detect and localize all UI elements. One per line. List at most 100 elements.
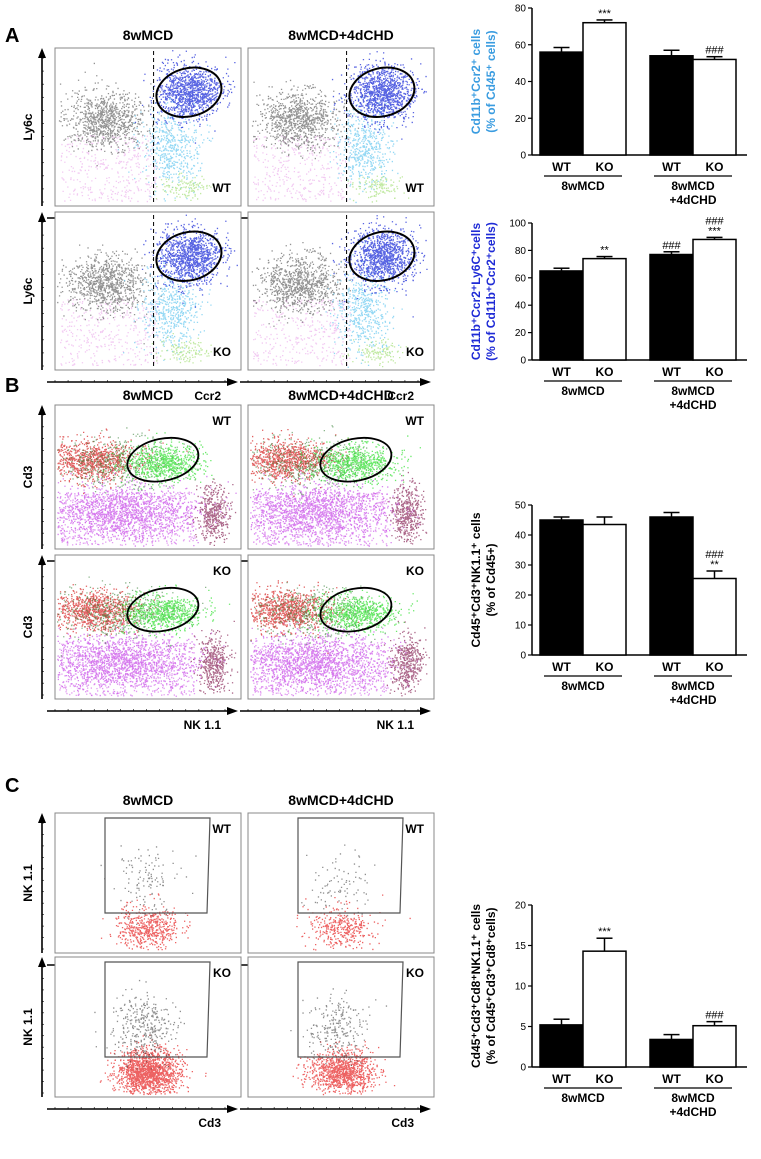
genotype-tick-label: KO (706, 1072, 724, 1086)
genotype-tick-label: WT (662, 365, 681, 379)
gate-ellipse (319, 586, 393, 633)
dot-cloud (383, 620, 430, 697)
bar-ko (692, 58, 737, 156)
bar-ko (582, 523, 627, 656)
bar-ko (692, 577, 737, 656)
y-axis-label-line2: (% of Cd45⁺ cells) (484, 30, 498, 132)
gate-polygon (104, 961, 211, 1058)
y-axis-label: Cd3 (21, 615, 35, 638)
condition-label: 8wMCD+4dCHD (288, 792, 393, 808)
bar-ko (692, 238, 737, 361)
gate-ellipse (126, 436, 200, 483)
y-axis-label-line2: (% of Cd45⁺Cd3⁺Cd8⁺cells) (484, 907, 498, 1064)
genotype-label: WT (405, 181, 424, 195)
group-label: 8wMCD (561, 679, 605, 693)
scatter-plot: WT (240, 47, 435, 222)
genotype-tick-label: KO (706, 660, 724, 674)
scatter-plot: KO NK 1.1 (240, 554, 435, 732)
y-axis-arrow (38, 48, 46, 58)
genotype-tick-label: KO (596, 1072, 614, 1086)
flow-panel-a: A 8wMCD 8wMCD+4dCHD Ly6c WT WT Ly6c KO Ccr2 KO Ccr… (5, 25, 435, 403)
dot-cloud (59, 491, 196, 546)
x-axis-arrow (227, 378, 238, 386)
genotype-label: KO (213, 345, 231, 359)
bar-ko (582, 21, 627, 156)
group-label: 8wMCD (561, 179, 605, 193)
dot-cloud (57, 244, 168, 345)
significance-label: ** (710, 559, 719, 571)
gate-ellipse (348, 230, 416, 282)
dot-cloud (290, 988, 388, 1067)
condition-label: 8wMCD (123, 387, 174, 403)
significance-label: ### (705, 45, 724, 57)
genotype-tick-label: WT (552, 160, 571, 174)
y-axis-label: Cd3 (21, 465, 35, 488)
y-axis-label: NK 1.1 (21, 1008, 35, 1046)
y-axis-arrow (38, 555, 46, 565)
y-axis-label: Ly6c (21, 113, 35, 140)
significance-label: *** (598, 926, 612, 938)
dot-cloud (134, 50, 236, 144)
y-axis-label-line1: Cd11b⁺Ccr2⁺ cells (469, 28, 483, 134)
y-axis-label-line2: (% of Cd11b⁺Ccr2⁺cells) (484, 222, 498, 361)
group-label: 8wMCD (671, 1091, 715, 1105)
y-tick-label: 30 (515, 561, 527, 572)
dot-cloud (288, 588, 418, 637)
bar-wt (539, 519, 584, 656)
y-tick-label: 0 (520, 1063, 526, 1074)
gate-polygon (297, 817, 404, 914)
panel-letter-a: A (5, 25, 19, 47)
y-tick-label: 60 (515, 273, 527, 284)
condition-label: 8wMCD+4dCHD (288, 27, 393, 43)
bar-chart-b1: 0 10 20 30 40 50 Cd45⁺Cd3⁺NK1.1⁺ cells(% of Cd… (469, 501, 747, 707)
genotype-tick-label: WT (662, 160, 681, 174)
dot-cloud (321, 242, 403, 368)
y-tick-label: 15 (515, 941, 527, 952)
group-label: 8wMCD (561, 384, 605, 398)
dot-cloud (292, 1041, 396, 1096)
y-axis-label: Cd45⁺Cd3⁺NK1.1⁺ cells(% of Cd45+) (469, 512, 498, 647)
gate-ellipse (126, 586, 200, 633)
y-tick-label: 10 (515, 982, 527, 993)
group-label: +4dCHD (669, 693, 716, 707)
genotype-tick-label: KO (596, 365, 614, 379)
y-tick-label: 20 (515, 114, 527, 125)
genotype-tick-label: KO (706, 160, 724, 174)
significance-label: *** (708, 225, 722, 237)
scatter-plot: KO Ccr2 (47, 211, 242, 403)
gate-polygon (104, 817, 211, 914)
dot-cloud (300, 435, 421, 489)
y-tick-label: 10 (515, 621, 527, 632)
x-axis-label: Ccr2 (387, 389, 414, 403)
y-axis-label-line1: Cd11b⁺Ccr2⁺Ly6C⁺cells (469, 223, 483, 361)
group-label: +4dCHD (669, 398, 716, 412)
dot-cloud (102, 432, 214, 492)
scatter-plot: KO Ccr2 (240, 211, 435, 403)
dot-cloud (100, 893, 191, 951)
genotype-label: KO (406, 564, 424, 578)
genotype-tick-label: WT (662, 1072, 681, 1086)
x-axis-label: Cd3 (198, 1116, 221, 1130)
y-axis-arrow (38, 212, 46, 222)
scatter-plot: KO NK 1.1 (47, 554, 242, 732)
bar-wt (539, 270, 584, 361)
bar-chart-a1: 0 20 40 60 80 Cd11b⁺Ccr2⁺ cells(% of Cd45⁺ ce… (469, 4, 747, 207)
significance-label: ### (705, 215, 724, 227)
bar-wt (649, 55, 694, 156)
y-axis-label: Cd11b⁺Ccr2⁺ cells(% of Cd45⁺ cells) (469, 28, 498, 134)
y-tick-label: 80 (515, 246, 527, 257)
y-tick-label: 0 (520, 356, 526, 367)
bar-ko (692, 1024, 737, 1068)
genotype-label: WT (212, 181, 231, 195)
significance-label: ** (600, 245, 609, 257)
gate-ellipse (319, 436, 393, 483)
x-axis-label: Cd3 (391, 1116, 414, 1130)
dot-cloud (57, 584, 161, 637)
dot-cloud (250, 470, 420, 547)
bar-ko (582, 257, 627, 361)
genotype-tick-label: WT (552, 365, 571, 379)
condition-label: 8wMCD (123, 792, 174, 808)
x-axis-arrow (420, 707, 431, 715)
scatter-plot: WT (47, 404, 242, 565)
